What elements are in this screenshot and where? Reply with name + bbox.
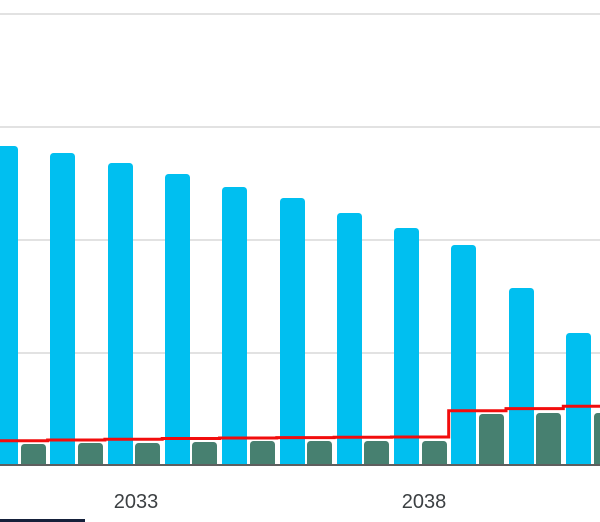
cyan-bar-2036[interactable] [279, 198, 305, 466]
cyan-bar-2031[interactable] [0, 146, 18, 466]
green-bar-2039[interactable] [478, 414, 504, 466]
green-bar-2033[interactable] [135, 442, 161, 466]
cyan-bar-2040[interactable] [508, 288, 534, 466]
cyan-bar-2037[interactable] [336, 213, 362, 466]
cyan-bar-2038[interactable] [394, 227, 420, 466]
green-bar-2040[interactable] [536, 413, 562, 466]
green-bar-2037[interactable] [364, 440, 390, 466]
cyan-bar-2032[interactable] [50, 153, 76, 466]
gridline [0, 126, 600, 129]
cyan-bar-2033[interactable] [107, 163, 133, 466]
green-bar-2035[interactable] [249, 441, 275, 466]
x-axis-line [0, 464, 600, 466]
green-bar-2032[interactable] [77, 443, 103, 466]
cyan-bar-2039[interactable] [451, 245, 477, 466]
x-tick-label-2033: 2033 [113, 491, 159, 513]
cyan-bar-2034[interactable] [164, 174, 190, 466]
green-bar-2034[interactable] [192, 441, 218, 466]
green-bar-2041[interactable] [593, 412, 600, 466]
bottom-navy-strip [0, 519, 85, 522]
cyan-bar-2035[interactable] [222, 186, 248, 466]
gridline [0, 13, 600, 16]
green-bar-2038[interactable] [421, 441, 447, 466]
green-bar-2036[interactable] [307, 441, 332, 466]
cyan-bar-2041[interactable] [566, 332, 591, 466]
x-tick-label-2038: 2038 [401, 491, 447, 513]
green-bar-2031[interactable] [20, 444, 46, 466]
